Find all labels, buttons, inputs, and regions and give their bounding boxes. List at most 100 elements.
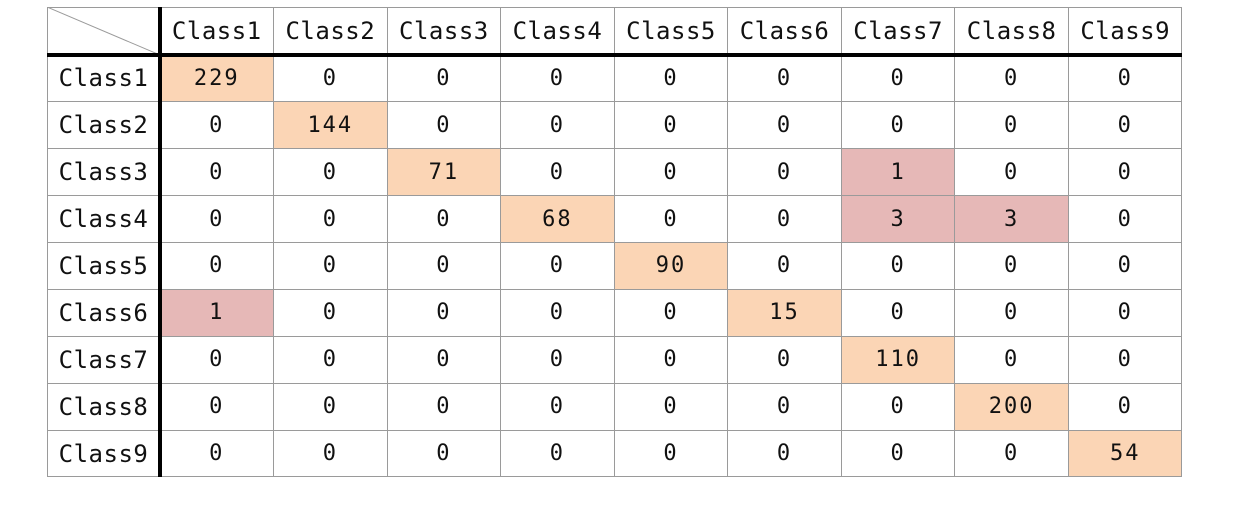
matrix-cell-r3-c4: 0: [500, 148, 615, 196]
matrix-cell-r9-c5: 0: [614, 430, 728, 477]
row-header-separator: [158, 7, 162, 477]
row-header-class2: Class2: [58, 111, 149, 140]
matrix-cell-r8-c5: 0: [614, 383, 728, 431]
diagonal-cell-r2-c2: 144: [273, 101, 388, 149]
matrix-cell-r7-c2: 0: [273, 336, 388, 384]
grid-hline: [47, 288, 1182, 290]
matrix-cell-r8-c6: 0: [727, 383, 842, 431]
row-header-class9: Class9: [58, 439, 149, 468]
confusion-matrix: Class1 Class2 Class3 Class4 Class5 Class6 Clas…: [47, 7, 1182, 477]
matrix-cell-r3-c7: 1: [841, 148, 955, 196]
matrix-cell-r9-c7: 0: [841, 430, 955, 477]
matrix-cell-r7-c8: 0: [954, 336, 1069, 384]
matrix-cell-r5-c2: 0: [273, 242, 388, 290]
matrix-cell-r9-c1: 0: [160, 430, 274, 477]
matrix-cell-r2-c5: 0: [614, 101, 728, 149]
grid-vline: [840, 7, 842, 477]
matrix-cell-r5-c4: 0: [500, 242, 615, 290]
matrix-cell-r4-c6: 0: [727, 195, 842, 243]
matrix-cell-r4-c7: 3: [841, 195, 955, 243]
grid-vline: [954, 7, 956, 477]
matrix-cell-r6-c3: 0: [387, 289, 501, 337]
matrix-cell-r4-c3: 0: [387, 195, 501, 243]
column-header-class5: Class5: [626, 17, 716, 45]
diagonal-cell-r1-c1: 229: [160, 55, 274, 102]
matrix-cell-r1-c3: 0: [387, 55, 501, 102]
grid-vline: [727, 7, 729, 477]
row-header-class4: Class4: [58, 205, 149, 234]
grid-vline: [386, 7, 388, 477]
matrix-cell-r2-c8: 0: [954, 101, 1069, 149]
grid-left-border: [47, 7, 48, 477]
matrix-cell-r8-c7: 0: [841, 383, 955, 431]
matrix-cell-r9-c4: 0: [500, 430, 615, 477]
row-header-class3: Class3: [58, 158, 149, 187]
row-header-class7: Class7: [58, 345, 149, 374]
row-header-class5: Class5: [58, 251, 149, 280]
column-header-class1: Class1: [171, 17, 262, 45]
matrix-cell-r6-c8: 0: [954, 289, 1069, 337]
column-header-class2: Class2: [285, 17, 376, 45]
matrix-cell-r2-c1: 0: [160, 101, 274, 149]
corner-diagonal-line: [47, 7, 160, 55]
row-header-class1: Class1: [58, 64, 149, 93]
grid-vline: [273, 7, 275, 477]
matrix-cell-r7-c6: 0: [727, 336, 842, 384]
matrix-cell-r7-c5: 0: [614, 336, 728, 384]
header-separator: [47, 53, 1182, 57]
matrix-cell-r8-c2: 0: [273, 383, 388, 431]
matrix-cell-r9-c3: 0: [387, 430, 501, 477]
diagonal-cell-r4-c4: 68: [500, 195, 615, 243]
matrix-cell-r3-c8: 0: [954, 148, 1069, 196]
matrix-cell-r2-c4: 0: [500, 101, 615, 149]
grid-hline: [47, 429, 1182, 431]
matrix-cell-r1-c5: 0: [614, 55, 728, 102]
matrix-cell-r1-c6: 0: [727, 55, 842, 102]
grid-vline: [613, 7, 615, 477]
matrix-cell-r7-c4: 0: [500, 336, 615, 384]
matrix-cell-r6-c4: 0: [500, 289, 615, 337]
grid-hline: [47, 148, 1182, 150]
diagonal-cell-r7-c7: 110: [841, 336, 955, 384]
diagonal-cell-r5-c5: 90: [614, 242, 728, 290]
matrix-cell-r3-c1: 0: [160, 148, 274, 196]
matrix-cell-r5-c3: 0: [387, 242, 501, 290]
diagonal-cell-r6-c6: 15: [727, 289, 842, 337]
grid-hline: [47, 195, 1182, 197]
matrix-cell-r1-c4: 0: [500, 55, 615, 102]
matrix-cell-r4-c2: 0: [273, 195, 388, 243]
matrix-cell-r5-c1: 0: [160, 242, 274, 290]
column-header-class8: Class8: [966, 17, 1057, 45]
matrix-cell-r3-c6: 0: [727, 148, 842, 196]
matrix-cell-r5-c8: 0: [954, 242, 1069, 290]
matrix-cell-r8-c3: 0: [387, 383, 501, 431]
matrix-cell-r1-c9: 0: [1068, 55, 1182, 102]
grid-hline: [47, 476, 1182, 477]
grid-hline: [47, 335, 1182, 337]
matrix-cell-r5-c6: 0: [727, 242, 842, 290]
matrix-cell-r3-c5: 0: [614, 148, 728, 196]
matrix-cell-r4-c9: 0: [1068, 195, 1182, 243]
matrix-cell-r9-c2: 0: [273, 430, 388, 477]
matrix-cell-r7-c3: 0: [387, 336, 501, 384]
matrix-cell-r3-c2: 0: [273, 148, 388, 196]
matrix-cell-r1-c7: 0: [841, 55, 955, 102]
matrix-cell-r8-c1: 0: [160, 383, 274, 431]
grid-hline: [47, 242, 1182, 244]
column-header-class4: Class4: [512, 17, 603, 45]
matrix-cell-r2-c9: 0: [1068, 101, 1182, 149]
diagonal-cell-r3-c3: 71: [387, 148, 501, 196]
matrix-cell-r4-c8: 3: [954, 195, 1069, 243]
diagonal-cell-r8-c8: 200: [954, 383, 1069, 431]
matrix-cell-r8-c9: 0: [1068, 383, 1182, 431]
row-header-class8: Class8: [58, 392, 149, 421]
matrix-cell-r8-c4: 0: [500, 383, 615, 431]
matrix-cell-r4-c1: 0: [160, 195, 274, 243]
matrix-cell-r6-c5: 0: [614, 289, 728, 337]
matrix-cell-r6-c2: 0: [273, 289, 388, 337]
matrix-cell-r5-c9: 0: [1068, 242, 1182, 290]
matrix-cell-r4-c5: 0: [614, 195, 728, 243]
matrix-cell-r2-c6: 0: [727, 101, 842, 149]
column-header-class3: Class3: [399, 17, 489, 45]
grid-hline: [47, 382, 1182, 384]
